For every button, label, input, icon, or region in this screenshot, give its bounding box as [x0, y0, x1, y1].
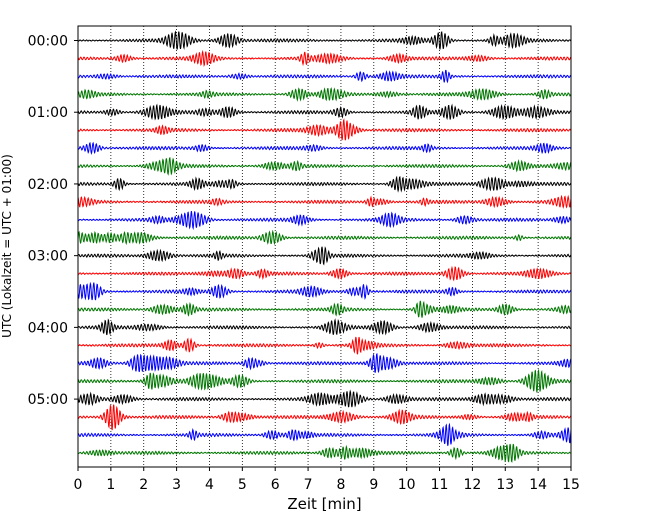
trace-0030: [77, 69, 572, 84]
trace-0200: [77, 175, 572, 193]
trace-0445: [77, 368, 572, 393]
x-tick-label: 4: [205, 477, 214, 493]
y-tick-label: 00:00: [28, 34, 68, 50]
x-tick-label: 14: [529, 477, 547, 493]
trace-0400: [77, 318, 572, 336]
trace-0115: [77, 117, 572, 141]
x-tick-label: 9: [369, 477, 378, 493]
trace-0530: [77, 422, 572, 446]
trace-0430: [77, 353, 572, 374]
x-tick-label: 5: [238, 477, 247, 493]
x-tick-label: 15: [562, 477, 580, 493]
x-axis-label: Zeit [min]: [287, 495, 361, 513]
y-axis-label: UTC (Lokalzeit = UTC + 01:00): [0, 154, 14, 338]
x-tick-label: 1: [106, 477, 115, 493]
trace-0415: [77, 336, 572, 355]
trace-0315: [77, 265, 572, 282]
plot-frame: [77, 25, 572, 468]
trace-0230: [77, 211, 572, 231]
trace-0245: [77, 229, 572, 246]
y-tick-label: 03:00: [28, 249, 68, 265]
trace-0345: [77, 300, 572, 318]
y-tick-label: 05:00: [28, 392, 68, 408]
trace-0015: [77, 49, 572, 67]
x-tick-label: 6: [271, 477, 280, 493]
trace-0145: [77, 157, 572, 176]
trace-0100: [77, 103, 572, 121]
y-tick-label: 04:00: [28, 320, 68, 336]
x-tick-label: 10: [398, 477, 416, 493]
x-tick-label: 7: [304, 477, 313, 493]
x-tick-label: 0: [74, 477, 83, 493]
trace-0000: [77, 30, 572, 50]
trace-0545: [77, 443, 572, 463]
trace-0330: [77, 281, 572, 301]
y-tick-label: 01:00: [28, 105, 68, 121]
x-tick-label: 3: [172, 477, 181, 493]
x-axis-ticks: 0 1 2 3 4 5 6 7 8 9 10 11 12 13 14 15: [74, 467, 580, 493]
trace-0300: [77, 246, 572, 266]
y-axis-ticks: 00:00 01:00 02:00 03:00 04:00 05:00: [28, 34, 78, 408]
trace-0215: [77, 194, 572, 209]
trace-0515: [77, 404, 572, 431]
seismogram-traces: [77, 30, 572, 463]
trace-0045: [77, 87, 572, 102]
y-tick-label: 02:00: [28, 177, 68, 193]
trace-0130: [77, 141, 572, 156]
trace-0500: [77, 389, 572, 408]
x-tick-label: 13: [496, 477, 514, 493]
x-tick-label: 8: [336, 477, 345, 493]
x-tick-label: 12: [463, 477, 481, 493]
x-tick-label: 11: [431, 477, 449, 493]
x-tick-label: 2: [139, 477, 148, 493]
